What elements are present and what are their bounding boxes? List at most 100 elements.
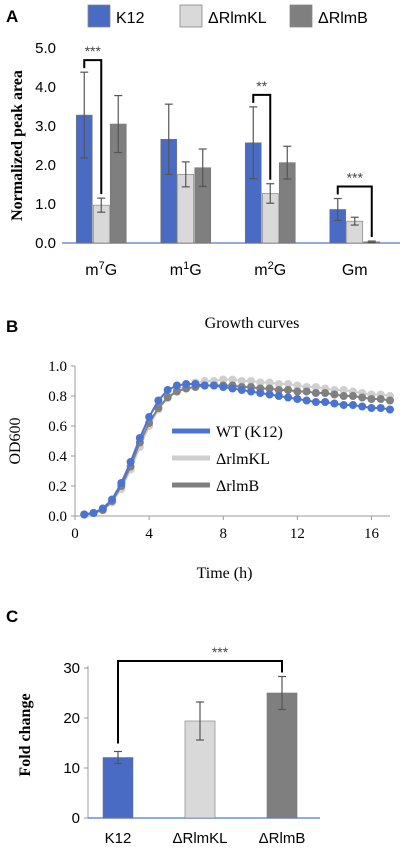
data-point — [302, 387, 311, 396]
data-point — [126, 458, 135, 466]
data-point — [274, 386, 283, 394]
y-tick-label: 0 — [72, 810, 80, 827]
data-point — [163, 386, 172, 394]
x-tick-label: 4 — [145, 526, 153, 542]
significance-bracket-0: *** — [83, 43, 103, 195]
legend-label: ΔrlmKL — [216, 451, 270, 468]
data-point — [348, 392, 357, 400]
data-point — [247, 377, 256, 385]
data-point — [293, 387, 302, 396]
data-point — [386, 405, 394, 414]
x-tick-label: 16 — [364, 526, 380, 542]
bar-group-1 — [184, 701, 216, 819]
data-point — [256, 389, 265, 397]
data-point — [237, 377, 246, 385]
data-point — [274, 380, 283, 388]
data-point — [330, 399, 339, 408]
bar-chart-fold-change: C Fold change 0 10 20 30 K12 ΔRlmKL ΔRlmB *** — [6, 607, 320, 847]
significance-label: *** — [85, 43, 102, 59]
data-point — [219, 375, 228, 384]
y-tick-label: 0.2 — [48, 479, 67, 495]
y-tick-label: 0.4 — [48, 449, 67, 465]
data-point — [98, 504, 107, 513]
legend-item-1: ΔrlmKL — [172, 451, 270, 468]
data-point — [311, 389, 320, 397]
y-tick-label: 0.8 — [48, 389, 67, 405]
panel-label-b: B — [6, 317, 18, 336]
data-point — [321, 389, 330, 397]
y-tick-label: 20 — [63, 710, 80, 727]
y-tick-label: 0.0 — [35, 235, 56, 252]
bar-0 — [102, 757, 134, 819]
data-point — [145, 413, 154, 421]
data-point — [284, 380, 293, 388]
data-point — [376, 395, 385, 403]
data-point — [339, 386, 348, 394]
data-point — [376, 404, 385, 412]
legend-label: K12 — [116, 10, 145, 27]
data-point — [367, 404, 376, 412]
panel-b: B Growth curves OD600 Time (h) 0.0 0.2 0.4 0.6 0… — [0, 300, 407, 600]
significance-label: ** — [256, 78, 267, 94]
data-point — [135, 434, 144, 442]
data-point — [228, 384, 237, 393]
legend-swatch — [87, 4, 111, 28]
bracket-line — [83, 59, 103, 195]
data-point — [89, 509, 98, 517]
category-group-2 — [244, 106, 296, 244]
y-tick-label: 0.6 — [48, 419, 67, 435]
legend-label: WT (K12) — [216, 424, 283, 441]
data-point — [247, 387, 256, 396]
bar-group-2 — [266, 675, 298, 819]
y-tick-label: 1.0 — [35, 196, 56, 213]
x-tick-label-3: Gm — [342, 262, 368, 279]
y-tick-label: 10 — [63, 760, 80, 777]
y-tick-label: 2.0 — [35, 157, 56, 174]
data-point — [265, 378, 274, 387]
data-point — [108, 495, 117, 504]
data-point — [237, 386, 246, 394]
panel-a: A K12 ΔRlmKL ΔRlmB Normalized peak area 0.0 1.… — [0, 0, 407, 300]
series-line — [84, 378, 391, 516]
x-tick-label: 8 — [219, 526, 227, 542]
legend-label: ΔrlmB — [216, 478, 259, 495]
data-point — [191, 380, 200, 388]
data-point — [293, 395, 302, 403]
significance-label: *** — [212, 644, 229, 660]
y-axis-label: OD600 — [7, 417, 24, 464]
data-point — [265, 384, 274, 393]
x-axis-label: Time (h) — [197, 565, 253, 582]
data-point — [209, 381, 218, 390]
data-point — [358, 393, 367, 402]
data-point — [284, 386, 293, 394]
y-tick-label: 4.0 — [35, 79, 56, 96]
panel-label-a: A — [6, 7, 18, 26]
data-point — [284, 393, 293, 402]
data-point — [339, 392, 348, 400]
y-tick-label: 1.0 — [48, 359, 67, 375]
legend-item-0: WT (K12) — [172, 424, 283, 441]
significance-bracket-2: *** — [336, 170, 373, 238]
y-tick-label: 3.0 — [35, 118, 56, 135]
legend-swatch — [289, 4, 313, 28]
bar-group-0 — [102, 750, 134, 819]
x-tick-label-0: K12 — [105, 830, 132, 847]
legend-item-2: ΔrlmB — [172, 478, 259, 495]
data-point — [219, 383, 228, 391]
data-point — [80, 510, 89, 519]
legend-label: ΔRlmKL — [208, 10, 267, 27]
data-point — [348, 401, 357, 409]
series-2 — [80, 381, 394, 519]
category-group-1 — [160, 103, 212, 244]
bracket-line — [117, 660, 283, 744]
data-point — [228, 375, 237, 384]
x-tick-label-2: ΔRlmB — [259, 830, 306, 847]
x-tick-label-1: m1G — [170, 260, 202, 279]
data-point — [182, 380, 191, 388]
line-chart-growth-curves: B Growth curves OD600 Time (h) 0.0 0.2 0.4 0.6 0… — [6, 315, 394, 582]
data-point — [274, 392, 283, 400]
data-point — [163, 393, 172, 402]
y-tick-label: 5.0 — [35, 40, 56, 57]
series-line — [84, 384, 391, 516]
data-point — [302, 396, 311, 405]
